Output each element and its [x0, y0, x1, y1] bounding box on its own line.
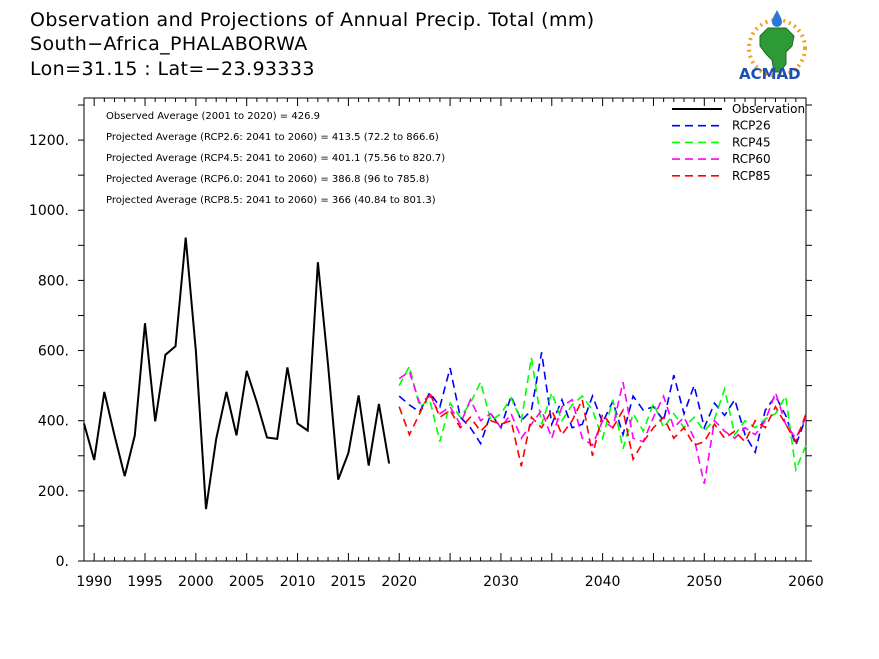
rcp60-series-line	[398, 370, 807, 484]
y-tick-label: 0.	[56, 554, 69, 570]
y-tick-label: 800.	[38, 273, 69, 289]
observation-series-line	[83, 237, 391, 510]
average-notes: Observed Average (2001 to 2020) = 426.9 …	[106, 111, 445, 206]
y-tick-label: 200.	[38, 484, 69, 500]
plot-frame	[83, 97, 807, 562]
x-tick-label: 2000	[178, 574, 214, 590]
x-tick-label: 2005	[229, 574, 265, 590]
y-tick-label: 400.	[38, 414, 69, 430]
x-tick-label: 2040	[585, 574, 621, 590]
x-tick-label: 1990	[76, 574, 112, 590]
rcp45-average-note: Projected Average (RCP4.5: 2041 to 2060)…	[106, 153, 445, 164]
legend: Observation RCP26 RCP45 RCP60 RCP85	[672, 102, 805, 183]
rcp26-average-note: Projected Average (RCP2.6: 2041 to 2060)…	[106, 132, 439, 143]
y-axis-labels: 0. 200. 400. 600. 800. 1000. 1200.	[29, 133, 69, 570]
x-tick-label: 2060	[788, 574, 824, 590]
chart-title: Observation and Projections of Annual Pr…	[30, 9, 595, 31]
x-tick-label: 2020	[381, 574, 417, 590]
series-layer	[83, 237, 807, 510]
rcp60-average-note: Projected Average (RCP6.0: 2041 to 2060)…	[106, 174, 429, 185]
rcp26-legend-label: RCP26	[732, 119, 771, 133]
x-tick-label: 2010	[280, 574, 316, 590]
rcp85-series-line	[398, 390, 807, 467]
x-tick-label: 2050	[686, 574, 722, 590]
x-tick-label: 2030	[483, 574, 519, 590]
x-tick-label: 1995	[127, 574, 163, 590]
y-tick-label: 600.	[38, 344, 69, 360]
y-tick-label: 1000.	[29, 203, 69, 219]
observed-average-note: Observed Average (2001 to 2020) = 426.9	[106, 111, 320, 122]
x-axis-labels: 1990 1995 2000 2005 2010 2015 2020 2030 2040 2050…	[76, 574, 823, 590]
rcp45-legend-label: RCP45	[732, 135, 771, 149]
rcp45-series-line	[398, 357, 807, 473]
observation-legend-label: Observation	[732, 102, 805, 116]
y-tick-label: 1200.	[29, 133, 69, 149]
station-name: South−Africa_PHALABORWA	[30, 33, 308, 55]
logo-text: ACMAD	[739, 65, 801, 83]
rcp60-legend-label: RCP60	[732, 152, 771, 166]
station-coordinates: Lon=31.15 : Lat=−23.93333	[30, 58, 315, 80]
acmad-logo: ACMAD	[739, 10, 807, 83]
x-tick-label: 2015	[331, 574, 367, 590]
rcp85-legend-label: RCP85	[732, 169, 771, 183]
rcp85-average-note: Projected Average (RCP8.5: 2041 to 2060)…	[106, 195, 436, 206]
axis-ticks	[78, 98, 812, 562]
